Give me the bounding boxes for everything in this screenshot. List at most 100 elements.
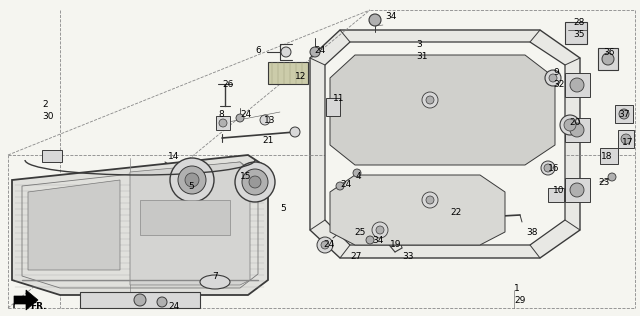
Text: 24: 24 [340,180,351,189]
Text: 24: 24 [323,240,334,249]
Text: 29: 29 [514,296,525,305]
Polygon shape [565,178,590,202]
Text: 37: 37 [618,110,630,119]
Bar [618,130,634,148]
Text: 24: 24 [240,110,252,119]
Circle shape [570,123,584,137]
Circle shape [290,127,300,137]
Bar [598,48,618,70]
Circle shape [619,109,629,119]
Circle shape [545,70,561,86]
Circle shape [426,196,434,204]
Polygon shape [130,162,250,285]
Text: 38: 38 [526,228,538,237]
Text: 17: 17 [622,138,634,147]
Text: 8: 8 [218,110,224,119]
Circle shape [422,92,438,108]
Text: 34: 34 [385,12,396,21]
Text: 33: 33 [402,252,413,261]
Text: 15: 15 [240,172,252,181]
Text: FR.: FR. [30,302,47,311]
Text: 1: 1 [514,284,520,293]
Circle shape [366,236,374,244]
Polygon shape [330,55,555,165]
Circle shape [426,96,434,104]
Bar [548,188,564,202]
Text: 7: 7 [212,272,218,281]
Text: 19: 19 [390,240,401,249]
Text: 18: 18 [601,152,612,161]
Circle shape [544,164,552,172]
Circle shape [541,161,555,175]
Circle shape [372,222,388,238]
Text: 24: 24 [168,302,179,311]
Polygon shape [565,118,590,142]
Circle shape [178,166,206,194]
Circle shape [134,294,146,306]
Text: 25: 25 [354,228,365,237]
Text: 31: 31 [416,52,428,61]
Circle shape [317,237,333,253]
Circle shape [353,169,361,177]
Circle shape [570,78,584,92]
Circle shape [157,297,167,307]
Text: 5: 5 [188,182,194,191]
Circle shape [281,47,291,57]
Circle shape [560,115,580,135]
Text: 3: 3 [416,40,422,49]
Text: 16: 16 [548,164,559,173]
Text: 14: 14 [168,152,179,161]
Polygon shape [310,30,580,258]
Bar [268,62,308,84]
Bar [216,116,230,130]
Bar [565,22,587,44]
Text: 4: 4 [356,172,362,181]
Text: 6: 6 [255,46,260,55]
Circle shape [336,182,344,190]
Bar [600,148,618,164]
Text: 11: 11 [333,94,344,103]
Ellipse shape [200,275,230,289]
Circle shape [185,173,199,187]
Text: 30: 30 [42,112,54,121]
Text: 22: 22 [450,208,461,217]
Text: 12: 12 [295,72,307,81]
Text: 9: 9 [553,68,559,77]
Circle shape [310,47,320,57]
Text: 35: 35 [573,30,584,39]
Polygon shape [12,155,268,295]
Circle shape [260,115,270,125]
Circle shape [170,158,214,202]
Text: 23: 23 [598,178,609,187]
Circle shape [249,176,261,188]
Circle shape [602,53,614,65]
Text: 24: 24 [314,46,325,55]
Bar [42,150,62,162]
Circle shape [564,119,576,131]
Polygon shape [80,292,200,308]
Circle shape [321,241,329,249]
Circle shape [242,169,268,195]
Circle shape [235,162,275,202]
Circle shape [369,14,381,26]
Bar [326,98,340,116]
Circle shape [236,114,244,122]
Text: 20: 20 [569,118,580,127]
Text: 28: 28 [573,18,584,27]
Polygon shape [28,180,120,270]
Circle shape [549,74,557,82]
Polygon shape [325,42,565,245]
Circle shape [570,183,584,197]
Text: 26: 26 [222,80,234,89]
Text: 10: 10 [553,186,564,195]
Text: 32: 32 [553,80,564,89]
Circle shape [608,173,616,181]
Text: 5: 5 [280,204,285,213]
Text: 2: 2 [42,100,47,109]
Text: 13: 13 [264,116,275,125]
Text: 27: 27 [350,252,362,261]
Circle shape [422,192,438,208]
Circle shape [376,226,384,234]
Polygon shape [565,73,590,97]
Text: 21: 21 [262,136,273,145]
